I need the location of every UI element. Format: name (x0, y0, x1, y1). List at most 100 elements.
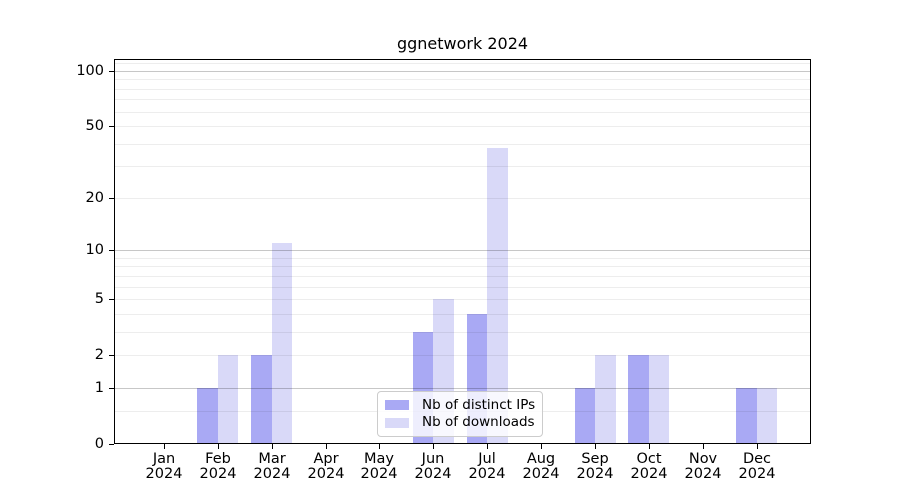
gridline-minor-90 (114, 79, 811, 80)
x-tick-jan (164, 444, 165, 449)
x-tick-year-nov: 2024 (684, 466, 722, 482)
x-tick-year-oct: 2024 (630, 466, 668, 482)
x-axis-tick-label-sep: Sep 2024 (560, 452, 630, 482)
x-tick-year-mar: 2024 (253, 466, 291, 482)
gridline-major-1 (114, 388, 811, 389)
x-tick-jul (487, 444, 488, 449)
gridline-minor-40 (114, 144, 811, 145)
x-tick-month-may: May (364, 451, 394, 467)
gridline-minor-6 (114, 287, 811, 288)
gridline-minor-3 (114, 332, 811, 333)
y-axis-tick-label-1: 1 (94, 380, 104, 396)
y-tick-5 (109, 299, 114, 300)
x-tick-year-feb: 2024 (199, 466, 237, 482)
legend-item-downloads: Nb of downloads (385, 414, 535, 431)
x-tick-month-sep: Sep (581, 451, 609, 467)
x-axis-tick-label-jul: Jul 2024 (452, 452, 522, 482)
x-axis-tick-label-mar: Mar 2024 (237, 452, 307, 482)
bar-nb-of-downloads-jul (487, 147, 508, 444)
gridline-minor-2 (114, 355, 811, 356)
y-axis-tick-label-5: 5 (94, 291, 104, 307)
bar-nb-of-downloads-mar (271, 243, 293, 444)
x-tick-year-jul: 2024 (468, 466, 506, 482)
x-tick-month-mar: Mar (258, 451, 286, 467)
y-axis-tick-label-10: 10 (85, 242, 104, 258)
x-tick-mar (272, 444, 273, 449)
x-tick-month-feb: Feb (205, 451, 231, 467)
y-tick-0 (109, 444, 114, 445)
x-axis-tick-label-oct: Oct 2024 (614, 452, 684, 482)
gridline-minor-7 (114, 276, 811, 277)
x-tick-year-jan: 2024 (145, 466, 183, 482)
y-axis-tick-label-20: 20 (85, 190, 104, 206)
x-tick-month-oct: Oct (636, 451, 662, 467)
y-axis-tick-label-50: 50 (85, 118, 104, 134)
x-tick-month-apr: Apr (313, 451, 339, 467)
plot-area: Nb of distinct IPs Nb of downloads (114, 59, 811, 444)
grid-layer (114, 59, 811, 444)
chart-title: ggnetwork 2024 (396, 34, 529, 53)
x-axis-tick-label-aug: Aug 2024 (506, 452, 576, 482)
y-tick-100 (109, 71, 114, 72)
bar-nb-of-distinct-ips-oct (628, 355, 649, 444)
bar-nb-of-distinct-ips-feb (197, 387, 218, 444)
y-tick-20 (109, 198, 114, 199)
bar-nb-of-downloads-dec (756, 387, 778, 444)
x-tick-month-nov: Nov (688, 451, 718, 467)
bars-layer (114, 59, 811, 444)
x-tick-oct (649, 444, 650, 449)
x-tick-sep (595, 444, 596, 449)
gridline-minor-60 (114, 112, 811, 113)
gridline-minor-80 (114, 89, 811, 90)
x-tick-month-jul: Jul (478, 451, 496, 467)
x-tick-jun (433, 444, 434, 449)
gridline-minor-30 (114, 166, 811, 167)
x-axis-tick-label-nov: Nov 2024 (668, 452, 738, 482)
x-tick-year-dec: 2024 (738, 466, 776, 482)
bar-nb-of-downloads-sep (595, 355, 616, 444)
bar-nb-of-distinct-ips-sep (574, 387, 595, 444)
x-tick-nov (703, 444, 704, 449)
legend-swatch-distinct-ips (385, 400, 409, 411)
x-tick-may (379, 444, 380, 449)
gridline-minor-50 (114, 126, 811, 127)
gridline-major-10 (114, 250, 811, 251)
x-axis-tick-label-jun: Jun 2024 (398, 452, 468, 482)
gridline-minor-20 (114, 198, 811, 199)
x-tick-month-jun: Jun (421, 451, 445, 467)
x-tick-year-apr: 2024 (307, 466, 345, 482)
gridline-minor-70 (114, 99, 811, 100)
legend-swatch-downloads (385, 417, 409, 428)
y-tick-2 (109, 355, 114, 356)
legend-label-distinct-ips: Nb of distinct IPs (422, 396, 536, 413)
gridline-minor-8 (114, 266, 811, 267)
gridline-minor-110 (114, 63, 811, 64)
x-axis-tick-label-jan: Jan 2024 (129, 452, 199, 482)
x-axis-tick-label-dec: Dec 2024 (722, 452, 792, 482)
x-tick-month-aug: Aug (526, 451, 556, 467)
legend-label-downloads: Nb of downloads (422, 414, 535, 431)
x-tick-dec (757, 444, 758, 449)
x-tick-feb (218, 444, 219, 449)
legend: Nb of distinct IPs Nb of downloads (377, 391, 543, 437)
y-tick-10 (109, 250, 114, 251)
bar-nb-of-distinct-ips-dec (736, 387, 757, 444)
y-axis-tick-label-0: 0 (94, 436, 104, 452)
x-tick-year-sep: 2024 (576, 466, 614, 482)
x-axis-tick-label-may: May 2024 (344, 452, 414, 482)
y-tick-50 (109, 126, 114, 127)
x-tick-year-jun: 2024 (414, 466, 452, 482)
y-tick-1 (109, 388, 114, 389)
x-tick-aug (541, 444, 542, 449)
x-axis-tick-label-apr: Apr 2024 (291, 452, 361, 482)
x-tick-year-may: 2024 (360, 466, 398, 482)
y-axis-tick-label-2: 2 (94, 347, 104, 363)
bar-nb-of-downloads-feb (217, 355, 239, 444)
x-tick-month-jan: Jan (152, 451, 176, 467)
x-axis-tick-label-feb: Feb 2024 (183, 452, 253, 482)
gridline-minor-5 (114, 299, 811, 300)
gridline-minor-9 (114, 258, 811, 259)
bar-nb-of-distinct-ips-mar (251, 355, 272, 444)
